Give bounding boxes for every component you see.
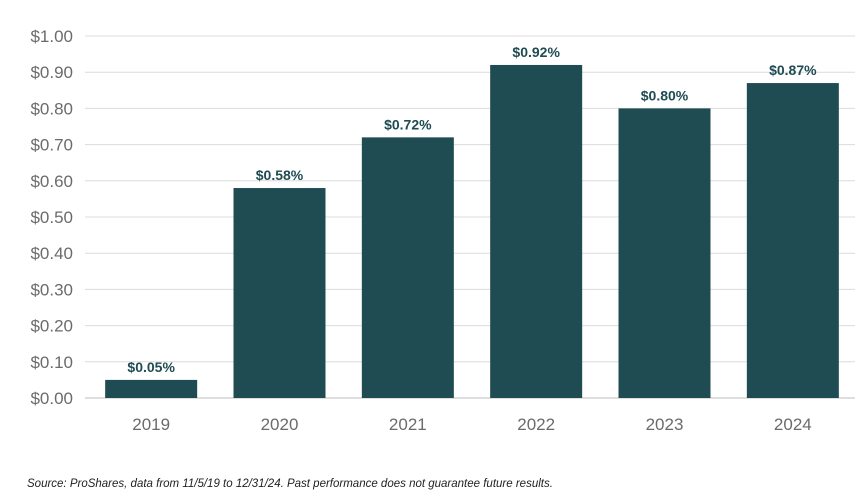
x-tick-label: 2021 <box>389 415 427 434</box>
y-tick-label: $0.40 <box>30 244 73 263</box>
y-tick-label: $1.00 <box>30 27 73 46</box>
y-tick-label: $0.50 <box>30 208 73 227</box>
y-tick-label: $0.80 <box>30 99 73 118</box>
source-note: Source: ProShares, data from 11/5/19 to … <box>27 478 553 490</box>
y-tick-label: $0.10 <box>30 353 73 372</box>
data-label: $0.80% <box>641 87 689 103</box>
data-label: $0.58% <box>256 167 304 183</box>
y-tick-label: $0.30 <box>30 280 73 299</box>
data-label: $0.72% <box>384 116 432 132</box>
data-label: $0.05% <box>127 359 175 375</box>
data-label: $0.87% <box>769 62 817 78</box>
x-tick-label: 2022 <box>517 415 555 434</box>
bar <box>361 137 454 399</box>
x-tick-label: 2020 <box>261 415 299 434</box>
x-tick-label: 2019 <box>132 415 170 434</box>
y-tick-label: $0.20 <box>30 317 73 336</box>
data-label: $0.92% <box>512 44 560 60</box>
x-tick-label: 2024 <box>774 415 812 434</box>
bar <box>490 64 583 399</box>
bar-chart: $0.00 $0.10 $0.20 $0.30 $0.40 $0.50 $0.60 $0.70… <box>30 27 855 434</box>
y-tick-label: $0.00 <box>30 389 73 408</box>
bar <box>618 108 711 399</box>
x-tick-label: 2023 <box>646 415 684 434</box>
bar <box>105 379 198 398</box>
y-tick-label: $0.70 <box>30 136 73 155</box>
y-tick-label: $0.90 <box>30 63 73 82</box>
bar <box>233 188 326 398</box>
bar <box>746 83 839 398</box>
y-tick-label: $0.60 <box>30 172 73 191</box>
